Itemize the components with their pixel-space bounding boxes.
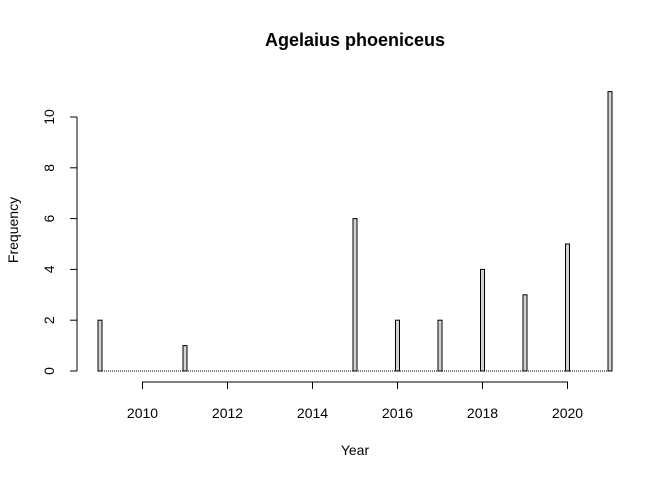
- bar: [352, 218, 358, 372]
- y-tick-label: 4: [41, 265, 57, 273]
- y-tick-label: 0: [41, 367, 57, 375]
- y-axis-label: Frequency: [5, 197, 21, 263]
- bar: [182, 345, 188, 372]
- y-tick-label: 8: [41, 164, 57, 172]
- y-tick-label: 2: [41, 316, 57, 324]
- y-tick-label: 10: [41, 109, 57, 125]
- bar: [565, 243, 570, 372]
- x-axis-ticks: 2010 2012 2014 2016 2018 2020: [127, 382, 583, 421]
- y-axis-ticks: 0 2 4 6 8 10: [41, 109, 77, 375]
- bar: [522, 294, 528, 372]
- bar: [97, 319, 103, 372]
- bar: [437, 319, 443, 372]
- bar: [480, 268, 485, 372]
- bar: [607, 91, 613, 372]
- x-tick-label: 2010: [127, 405, 158, 421]
- plot-area: [97, 91, 613, 372]
- x-axis-label: Year: [341, 442, 370, 458]
- x-tick-label: 2018: [467, 405, 498, 421]
- chart-title: Agelaius phoeniceus: [265, 30, 445, 50]
- x-tick-label: 2014: [297, 405, 328, 421]
- y-tick-label: 6: [41, 214, 57, 222]
- x-tick-label: 2016: [382, 405, 413, 421]
- x-tick-label: 2020: [552, 405, 583, 421]
- x-tick-label: 2012: [212, 405, 243, 421]
- bar: [395, 319, 400, 372]
